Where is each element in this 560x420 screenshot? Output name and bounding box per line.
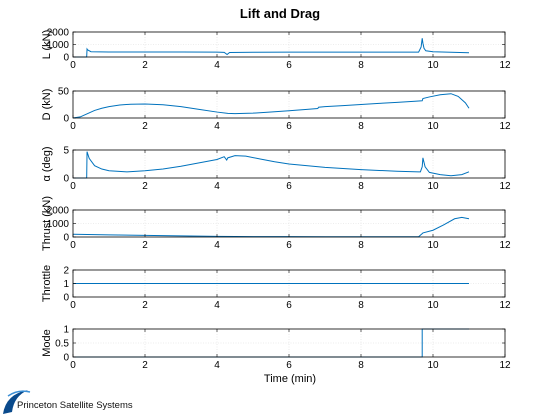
x-tick-label: 0 [70, 240, 76, 251]
y-tick-label: 0.5 [55, 339, 69, 350]
x-tick-label: 4 [214, 300, 220, 311]
y-tick-label: 2000 [47, 28, 70, 39]
company-logo: Princeton Satellite Systems [3, 390, 133, 414]
x-tick-label: 8 [358, 60, 364, 71]
x-tick-label: 2 [142, 240, 148, 251]
y-tick-label: 0 [63, 233, 69, 244]
y-tick-label: 0 [63, 293, 69, 304]
x-tick-label: 2 [142, 360, 148, 371]
y-tick-label: 1000 [47, 40, 70, 51]
x-tick-label: 8 [358, 121, 364, 132]
y-tick-label: 50 [58, 87, 70, 98]
x-tick-label: 8 [358, 300, 364, 311]
x-tick-label: 2 [142, 60, 148, 71]
logo-text: Princeton Satellite Systems [17, 400, 133, 411]
x-tick-label: 4 [214, 181, 220, 192]
y-tick-label: 2000 [47, 206, 70, 217]
x-tick-label: 12 [499, 240, 511, 251]
y-tick-label: 1 [63, 325, 69, 336]
x-tick-label: 10 [427, 300, 439, 311]
x-tick-label: 2 [142, 121, 148, 132]
x-tick-label: 10 [427, 181, 439, 192]
y-axis-label-mode: Mode [41, 329, 53, 357]
x-tick-label: 6 [286, 360, 292, 371]
x-tick-label: 0 [70, 360, 76, 371]
y-axis-label-d-kn: D (kN) [41, 89, 53, 121]
x-tick-label: 12 [499, 121, 511, 132]
x-tick-label: 0 [70, 60, 76, 71]
x-tick-label: 12 [499, 300, 511, 311]
x-tick-label: 10 [427, 360, 439, 371]
x-tick-label: 4 [214, 240, 220, 251]
x-tick-label: 4 [214, 360, 220, 371]
x-tick-label: 2 [142, 181, 148, 192]
x-tick-label: 12 [499, 360, 511, 371]
y-tick-label: 0 [63, 353, 69, 364]
x-tick-label: 6 [286, 121, 292, 132]
x-tick-label: 10 [427, 121, 439, 132]
x-tick-label: 0 [70, 300, 76, 311]
series-line-l-kn [73, 38, 470, 58]
y-axis-label-l-kn: L (kN) [41, 30, 53, 60]
x-tick-label: 8 [358, 360, 364, 371]
logo-arc-icon [7, 390, 31, 397]
x-tick-label: 12 [499, 60, 511, 71]
x-tick-label: 4 [214, 121, 220, 132]
y-tick-label: 2 [63, 266, 69, 277]
series-line-deg [73, 151, 470, 179]
y-tick-label: 0 [63, 53, 69, 64]
x-tick-label: 10 [427, 240, 439, 251]
x-tick-label: 6 [286, 240, 292, 251]
y-axis-label-throttle: Throttle [41, 265, 53, 302]
y-tick-label: 1 [63, 279, 69, 290]
y-axis-label-thrust-kn: Thrust (kN) [41, 196, 53, 251]
subplot-2: 0 2 4 6 8 10 12 0 50 D (kN) [41, 87, 511, 133]
x-axis-label: Time (min) [264, 373, 316, 385]
x-tick-label: 6 [286, 181, 292, 192]
series-line-d-kn [72, 93, 470, 119]
x-tick-label: 12 [499, 181, 511, 192]
y-axis-label-deg: α (deg) [41, 146, 53, 181]
x-tick-label: 4 [214, 60, 220, 71]
x-tick-label: 6 [286, 300, 292, 311]
x-tick-label: 0 [70, 181, 76, 192]
y-tick-label: 5 [63, 146, 69, 157]
x-tick-label: 0 [70, 121, 76, 132]
x-tick-label: 8 [358, 181, 364, 192]
x-tick-label: 10 [427, 60, 439, 71]
x-tick-label: 6 [286, 60, 292, 71]
x-tick-label: 2 [142, 300, 148, 311]
y-tick-label: 0 [63, 114, 69, 125]
x-tick-label: 8 [358, 240, 364, 251]
y-tick-label: 0 [63, 174, 69, 185]
y-tick-label: 1000 [47, 219, 70, 230]
figure-title: Lift and Drag [240, 6, 320, 21]
logo-swoosh-icon [3, 390, 28, 414]
subplot-3: 0 2 4 6 8 10 12 0 5 α (deg) [41, 146, 511, 193]
